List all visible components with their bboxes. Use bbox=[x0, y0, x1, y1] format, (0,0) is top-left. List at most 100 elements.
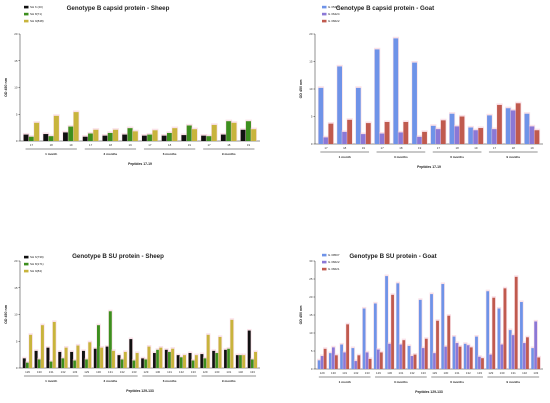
bar bbox=[218, 336, 222, 368]
group-label: 1 month bbox=[45, 152, 57, 156]
bar bbox=[441, 284, 445, 369]
bar bbox=[226, 121, 232, 141]
x-tick-label: 131 bbox=[511, 371, 516, 375]
bar bbox=[318, 87, 324, 144]
legend-swatch bbox=[24, 269, 29, 273]
bar bbox=[212, 350, 216, 368]
bar bbox=[447, 315, 451, 369]
chart-title: Genotype B capsid protein - Sheep bbox=[67, 5, 170, 12]
bar bbox=[391, 294, 394, 369]
x-tick-label: 133 bbox=[477, 371, 482, 375]
x-tick-label: 130 bbox=[387, 371, 392, 375]
bar bbox=[362, 308, 366, 369]
bar bbox=[245, 121, 251, 141]
x-tick-label: 19 bbox=[247, 143, 251, 147]
group-label: 1 month bbox=[45, 379, 57, 383]
bar bbox=[478, 128, 484, 144]
y-tick-label: 15 bbox=[309, 313, 313, 317]
bar bbox=[388, 343, 391, 369]
legend-swatch bbox=[322, 12, 327, 16]
x-tick-label: 133 bbox=[365, 371, 370, 375]
x-tick-label: 133 bbox=[72, 370, 77, 374]
chart-title: Genotype B SU protein - Goat bbox=[349, 253, 436, 260]
x-tick-label: 130 bbox=[96, 370, 101, 374]
bar bbox=[418, 299, 422, 369]
bar bbox=[413, 354, 417, 369]
bar bbox=[82, 136, 88, 141]
legend-label: G 35427 bbox=[328, 5, 340, 9]
legend-label: SH 8(71) bbox=[30, 12, 42, 16]
chart-sheep-su: Genotype B SU protein - Sheep OD 450 nm 0 5… bbox=[4, 253, 260, 393]
bar bbox=[473, 130, 479, 144]
bar bbox=[159, 347, 163, 368]
y-tick-label: 5 bbox=[16, 112, 18, 116]
x-tick-label: 132 bbox=[354, 371, 359, 375]
y-tick-label: 5 bbox=[311, 349, 313, 353]
bar bbox=[100, 347, 104, 368]
x-tick-label: 19 bbox=[418, 146, 422, 150]
bar bbox=[166, 132, 173, 141]
bar bbox=[435, 129, 441, 144]
bar bbox=[402, 340, 406, 369]
x-tick-label: 130 bbox=[155, 370, 160, 374]
x-tick-label: 129 bbox=[25, 370, 30, 374]
bar bbox=[357, 355, 361, 369]
bar bbox=[430, 125, 436, 144]
group-label: 6 months bbox=[450, 380, 464, 384]
bar bbox=[206, 136, 212, 141]
x-tick-label: 18 bbox=[455, 146, 459, 150]
legend-swatch bbox=[24, 262, 29, 266]
bar bbox=[526, 337, 529, 369]
bar bbox=[492, 129, 497, 144]
bar bbox=[122, 134, 128, 141]
y-tick-label: 0 bbox=[311, 367, 313, 371]
x-tick-label: 130 bbox=[443, 371, 448, 375]
bar bbox=[468, 127, 474, 144]
bar bbox=[153, 353, 156, 368]
x-tick-label: 18 bbox=[168, 143, 172, 147]
x-tick-label: 131 bbox=[455, 371, 460, 375]
bar bbox=[373, 303, 377, 369]
bar bbox=[135, 353, 139, 368]
bar bbox=[511, 335, 515, 369]
group-label: 6 months bbox=[163, 152, 177, 156]
bar bbox=[49, 361, 53, 368]
bar bbox=[250, 359, 254, 368]
y-tick-label: 0 bbox=[16, 366, 18, 370]
bar bbox=[220, 134, 226, 141]
x-tick-label: 19 bbox=[530, 146, 534, 150]
chart-goat-su: Genotype B SU protein - Goat OD 450 nm 0 5 1… bbox=[299, 253, 543, 394]
x-tick-label: 132 bbox=[61, 370, 66, 374]
bar bbox=[529, 126, 535, 144]
bar bbox=[123, 351, 127, 368]
bar bbox=[365, 123, 371, 144]
legend-swatch bbox=[322, 260, 327, 264]
bar bbox=[347, 119, 352, 144]
bar bbox=[132, 131, 138, 141]
chart-title: Genotype B capsid protein - Goat bbox=[336, 5, 434, 12]
x-tick-label: 130 bbox=[331, 371, 336, 375]
bar bbox=[469, 347, 473, 369]
x-tick-label: 132 bbox=[179, 370, 184, 374]
bar bbox=[360, 134, 366, 144]
bar bbox=[342, 131, 347, 144]
bar bbox=[73, 112, 79, 141]
y-tick-label: 10 bbox=[14, 313, 18, 317]
bar bbox=[117, 355, 121, 368]
legend-label: G 36622 bbox=[328, 19, 340, 23]
bar bbox=[46, 347, 50, 368]
x-axis-label: Peptides 17-19 bbox=[128, 162, 152, 166]
bar bbox=[500, 344, 504, 369]
bar bbox=[37, 359, 41, 368]
chart-sheep-capsid: Genotype B capsid protein - Sheep OD 450 … bbox=[4, 5, 260, 166]
x-tick-label: 19 bbox=[474, 146, 478, 150]
bar bbox=[510, 110, 516, 144]
bar bbox=[430, 294, 433, 369]
x-tick-label: 129 bbox=[320, 371, 325, 375]
bar bbox=[508, 330, 512, 369]
bar bbox=[144, 359, 148, 368]
bar bbox=[320, 356, 324, 369]
bar bbox=[323, 348, 327, 369]
group-label: 6 months bbox=[163, 379, 177, 383]
bar bbox=[52, 321, 56, 368]
